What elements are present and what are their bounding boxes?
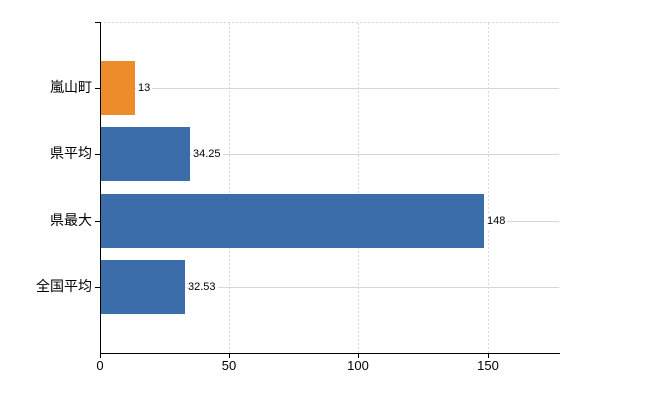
- gridline-vertical: [488, 23, 489, 353]
- bar: [101, 127, 190, 181]
- x-tick-label: 150: [477, 358, 499, 373]
- x-tick-label: 50: [221, 358, 237, 373]
- bar: [101, 194, 484, 248]
- plot-top-border: [100, 22, 559, 23]
- x-tick: [488, 353, 489, 358]
- bar-value-label: 13: [136, 80, 153, 96]
- y-tick: [95, 88, 100, 89]
- y-tick: [95, 22, 100, 23]
- gridline-horizontal: [100, 287, 559, 288]
- gridline-vertical: [358, 23, 359, 353]
- category-label: 県最大: [50, 212, 92, 228]
- x-axis: [100, 353, 560, 354]
- category-label: 嵐山町: [50, 79, 92, 95]
- y-axis: [100, 22, 101, 358]
- x-tick: [229, 353, 230, 358]
- gridline-horizontal: [100, 88, 559, 89]
- x-tick: [358, 353, 359, 358]
- y-tick: [95, 287, 100, 288]
- bar-value-label: 32.53: [186, 279, 218, 295]
- bar: [101, 61, 135, 115]
- gridline-horizontal: [100, 154, 559, 155]
- bar-value-label: 148: [485, 213, 508, 229]
- x-tick-label: 0: [96, 358, 104, 373]
- category-label: 県平均: [50, 145, 92, 161]
- category-label: 全国平均: [36, 278, 92, 294]
- bar-value-label: 34.25: [191, 146, 223, 162]
- y-tick: [95, 154, 100, 155]
- x-tick-label: 100: [347, 358, 369, 373]
- y-tick: [95, 221, 100, 222]
- gridline-vertical: [229, 23, 230, 353]
- bar: [101, 260, 185, 314]
